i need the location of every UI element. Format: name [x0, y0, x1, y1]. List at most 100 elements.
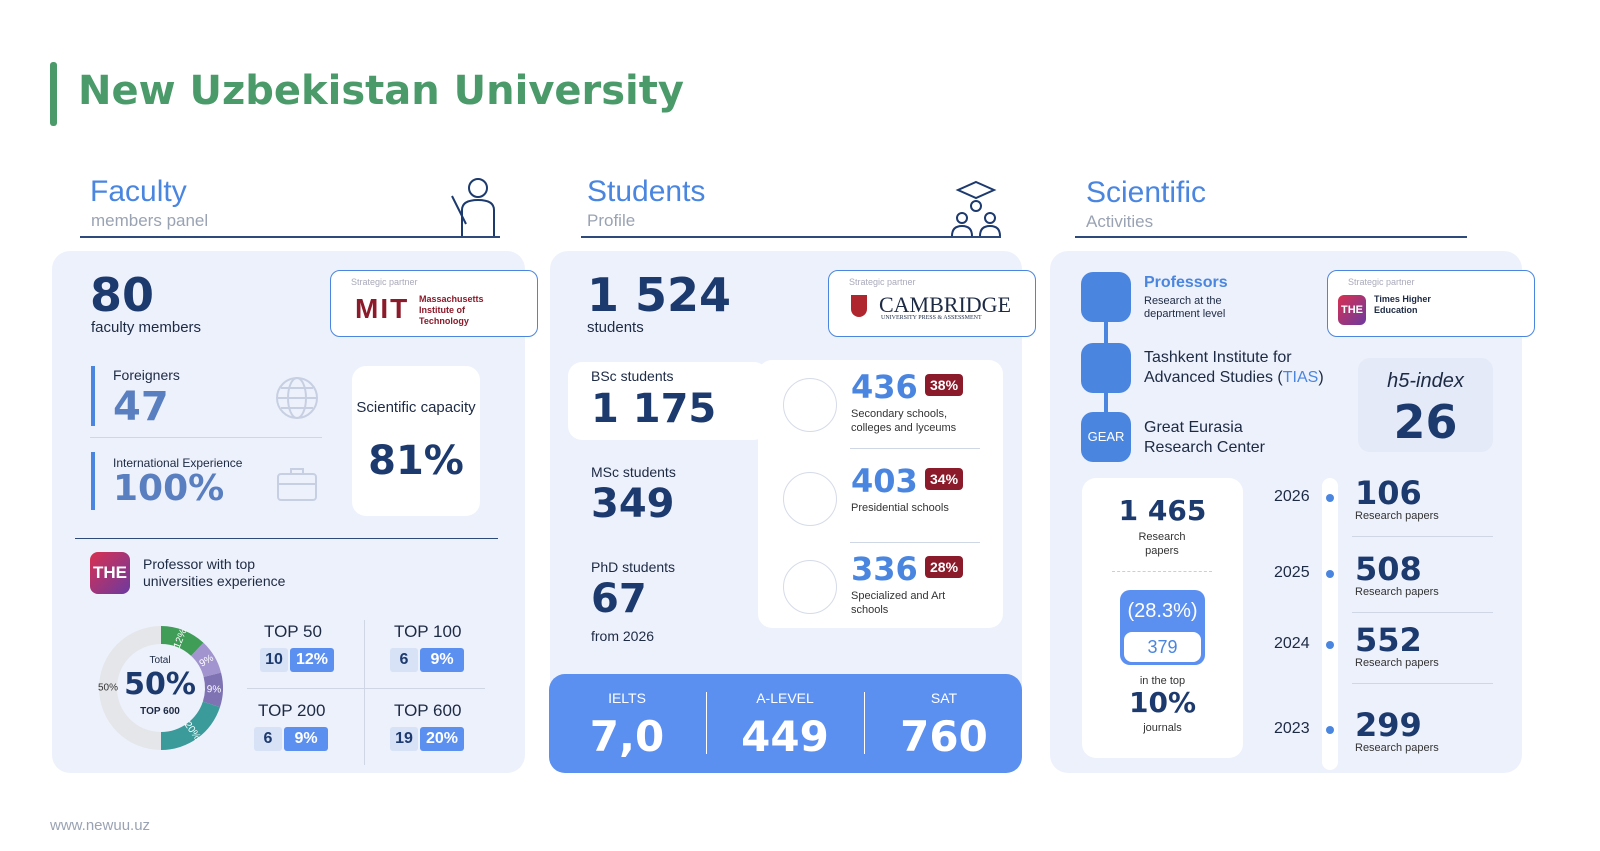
faculty-total: 80 [90, 268, 155, 322]
top-count: 19 [390, 727, 418, 751]
page-title: New Uzbekistan University [78, 68, 684, 114]
capacity-label: Scientific capacity [356, 399, 476, 416]
timeline-count: 508 [1355, 550, 1422, 588]
donut-center-label: Total [149, 655, 171, 666]
top-name: TOP 100 [394, 622, 462, 641]
school-value: 336 [851, 550, 918, 588]
donut-segment [191, 642, 222, 678]
section-rule [581, 236, 1001, 238]
title-bar [50, 62, 57, 126]
timeline-year: 2023 [1274, 720, 1310, 737]
stat-note: from 2026 [591, 628, 655, 644]
footer: www.newuu.uz [50, 817, 151, 834]
section-subtitle: Profile [587, 211, 636, 230]
section-rule [1075, 236, 1467, 238]
donut-label: 9% [207, 684, 222, 695]
partner-logo: MIT [355, 293, 410, 324]
divider [1352, 683, 1493, 684]
the-logo: THE [1338, 295, 1366, 325]
section-title: Faculty [90, 175, 187, 208]
section-title: Students [587, 175, 706, 208]
item-text: Research at the department level [1144, 295, 1226, 320]
partner-name: CAMBRIDGE [879, 292, 1012, 317]
stat-label: BSc students [591, 368, 674, 384]
divider [1352, 612, 1493, 613]
section-subtitle: members panel [91, 211, 209, 230]
school-label: Secondary schools, colleges and lyceums [851, 408, 957, 434]
timeline-count: 106 [1355, 474, 1422, 512]
h5-value: 26 [1393, 395, 1458, 449]
school-icon [783, 560, 837, 614]
school-share: 28% [925, 556, 964, 578]
timeline-year: 2024 [1274, 635, 1310, 652]
partner-box: Strategic partner THE Times Higher Educa… [1327, 270, 1535, 337]
top-share: 12% [290, 648, 334, 672]
donut-segment [161, 701, 220, 750]
item-text: Tashkent Institute for Advanced Studies … [1144, 348, 1339, 388]
score-value: 449 [741, 712, 829, 761]
partner-sub: UNIVERSITY PRESS & ASSESSMENT [881, 315, 982, 321]
school-value: 436 [851, 368, 918, 406]
accent-bar [91, 452, 95, 510]
school-value: 403 [851, 462, 918, 500]
h5-label: h5-index [1387, 370, 1464, 392]
school-share: 38% [925, 374, 964, 396]
crest [851, 295, 867, 317]
school-share: 34% [925, 468, 964, 490]
item-title: Professors [1144, 274, 1228, 291]
stat-label: International Experience [113, 456, 243, 470]
divider [75, 538, 498, 539]
timeline-count: 552 [1355, 621, 1422, 659]
donut-center-value: 50% [124, 667, 196, 702]
divider [850, 448, 980, 449]
briefcase-icon [277, 468, 317, 501]
timeline-dot [1326, 726, 1334, 734]
top-value: 10% [1128, 686, 1197, 719]
timeline-year: 2026 [1274, 488, 1310, 505]
top-count: 6 [390, 648, 418, 672]
donut-segment [161, 626, 204, 656]
faculty-total-label: faculty members [91, 319, 202, 336]
timeline-dot [1326, 570, 1334, 578]
stat-value: 100% [113, 468, 225, 509]
score-name: A-LEVEL [756, 690, 814, 706]
top-label: Professor with top universities experien… [143, 556, 286, 589]
top-count: 6 [254, 727, 282, 751]
gear-icon: GEAR [1081, 412, 1131, 462]
top-share: (28.3%) [1127, 600, 1198, 622]
item-text: Great Eurasia Research Center [1144, 419, 1265, 456]
top-pre: in the top [1139, 675, 1186, 687]
timeline-dot [1326, 494, 1334, 502]
professors-icon [1081, 272, 1131, 322]
section-subtitle: Activities [1086, 212, 1154, 231]
the-logo: THE [90, 552, 130, 594]
timeline-label: Research papers [1355, 742, 1439, 754]
bsc-box [568, 362, 768, 440]
score-name: IELTS [608, 690, 646, 706]
divider [1112, 571, 1212, 572]
papers-total: 1 465 [1118, 494, 1207, 527]
partner-name: Massachusetts Institute of Technology [419, 294, 484, 326]
divider [706, 692, 707, 754]
timeline-label: Research papers [1355, 657, 1439, 669]
students-total-label: students [587, 319, 644, 336]
divider [1352, 536, 1493, 537]
top-share: 9% [284, 727, 328, 751]
school-label: Presidential schools [851, 502, 949, 514]
stat-label: MSc students [591, 464, 676, 480]
stat-label: Foreigners [113, 367, 180, 383]
divider [90, 437, 322, 438]
students-icon [951, 180, 1001, 237]
divider [864, 692, 865, 754]
top-name: TOP 50 [264, 622, 322, 641]
top-share: 20% [420, 727, 464, 751]
top-name: TOP 600 [394, 701, 462, 720]
donut-chart: 12%9%9%20%50% [98, 626, 223, 750]
timeline-dot [1326, 641, 1334, 649]
donut-label: 50% [98, 683, 118, 694]
teacher-icon [451, 178, 495, 236]
stat-value: 67 [591, 576, 647, 622]
capacity-box [352, 366, 480, 516]
text: Tashkent Institute for Advanced Studies … [1144, 349, 1292, 386]
